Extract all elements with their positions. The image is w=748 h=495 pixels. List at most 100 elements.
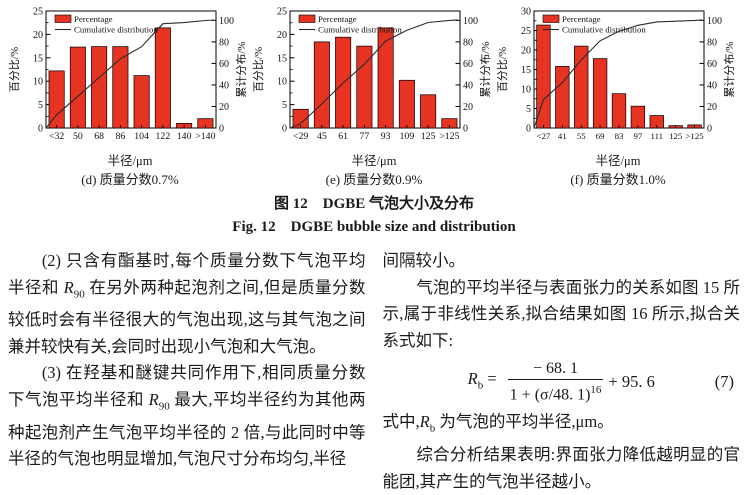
legend-percentage-label: Percentage	[74, 14, 113, 24]
paragraph-where: 式中,Rb 为气泡的平均半径,μm。	[382, 412, 614, 435]
y-left-tick-label: 15	[521, 65, 531, 76]
bar	[592, 58, 608, 129]
x-tick-label: 104	[134, 131, 149, 142]
bar	[377, 27, 394, 129]
chart-canvas: 0 5 10 15 20 25 30 0 20 40 60 80 100 <27 41 55 69 83 97 111…	[496, 7, 736, 142]
bar	[555, 66, 570, 129]
cumulative-line	[289, 19, 459, 129]
y-right-axis-title: 累计分布/%	[479, 41, 492, 97]
y-left-tick-label: 10	[277, 77, 287, 88]
paragraph-fit-intro: 气泡的平均半径与表面张力的关系如图 15 所示,属于非线性关系,拟合结果如图 1…	[382, 277, 741, 350]
equation-R-sub: b	[477, 379, 484, 392]
y-right-axis-title: 累计分布/%	[235, 41, 248, 97]
x-axis-title: 半径/μm	[595, 154, 641, 168]
figure-12-charts: 0 5 10 15 20 25 0 20 40 60 80 100 <32 50 68 86 104 122 140…	[0, 0, 748, 188]
x-tick-label: 86	[115, 131, 125, 142]
legend-percentage-label: Percentage	[318, 14, 357, 24]
text-column-right: 间隔较小。 气泡的平均半径与表面张力的关系如图 15 所示,属于非线性关系,拟合…	[383, 248, 741, 495]
bar	[48, 70, 65, 129]
y-right-tick-label: 80	[463, 37, 473, 48]
x-tick-label: 111	[651, 131, 664, 141]
chart-d-mass-fraction-0.7: 0 5 10 15 20 25 0 20 40 60 80 100 <32 50 68 86 104 122 140…	[8, 4, 252, 188]
bar	[91, 46, 108, 129]
bar	[133, 75, 150, 129]
chart-f-mass-fraction-1.0: 0 5 10 15 20 25 30 0 20 40 60 80 100 <27 41 55 69 83 97 111…	[496, 4, 740, 188]
equation-tail: + 95. 6	[608, 371, 655, 391]
equation-exponent: 16	[590, 384, 602, 396]
bar	[154, 27, 171, 129]
x-tick-label: <29	[293, 131, 308, 142]
y-right-tick-label: 80	[707, 37, 717, 48]
x-tick-label: <32	[49, 131, 64, 142]
y-left-tick-label: 0	[282, 124, 287, 135]
y-right-tick-label: 100	[219, 16, 234, 27]
bars	[292, 27, 458, 129]
y-left-tick-label: 20	[277, 30, 287, 41]
x-tick-label: 125	[421, 131, 436, 142]
cumulative-line	[533, 19, 703, 129]
equation-R: R	[467, 368, 478, 388]
legend-bar-swatch	[542, 14, 560, 23]
x-axis-title: 半径/μm	[351, 154, 397, 168]
y-left-tick-label: 0	[38, 124, 43, 135]
paragraph-2: (2) 只含有酯基时,每个质量分数下气泡平均半径和 R90 在另外两种起泡剂之间…	[8, 251, 366, 356]
legend-bar-swatch	[54, 14, 72, 23]
x-tick-label: 109	[400, 131, 415, 142]
y-right-tick-label: 20	[707, 102, 717, 113]
bar	[574, 45, 589, 129]
x-tick-label: >125	[439, 131, 459, 142]
x-tick-label: 93	[381, 131, 391, 142]
bar	[398, 79, 415, 129]
x-tick-label: 77	[359, 131, 369, 142]
legend-bar-swatch	[298, 14, 316, 23]
equation-7: Rb = − 68. 1 1 + (σ/48. 1)16 + 95. 6 (7)	[383, 359, 741, 405]
equation-den-text: 1 + (σ/48. 1)	[509, 386, 591, 404]
y-right-tick-label: 40	[219, 80, 229, 91]
x-tick-label: 45	[317, 131, 327, 142]
equation-equals: =	[487, 368, 497, 388]
y-right-tick-label: 100	[707, 16, 722, 27]
y-right-tick-label: 40	[463, 80, 473, 91]
y-left-tick-label: 25	[33, 7, 43, 18]
figure-caption-zh: 图 12 DGBE 气泡大小及分布	[273, 196, 474, 212]
y-left-axis-title: 百分比/%	[496, 47, 509, 92]
cumulative-line	[45, 19, 215, 129]
y-left-tick-label: 25	[277, 7, 287, 18]
paragraph-continuation: 间隔较小。	[382, 251, 466, 270]
chart-caption: (f) 质量分数1.0%	[570, 172, 666, 187]
bar	[420, 94, 437, 129]
legend-cumulative-label: Cumulative distribution	[74, 25, 158, 35]
x-tick-label: 55	[577, 131, 586, 141]
x-tick-label: 125	[669, 131, 683, 141]
equation-number: (7)	[714, 371, 734, 391]
y-left-tick-label: 15	[277, 53, 287, 64]
y-right-tick-label: 60	[219, 59, 229, 70]
x-tick-label: 140	[177, 131, 192, 142]
bar	[313, 41, 330, 129]
equation-fraction: − 68. 1 1 + (σ/48. 1)16	[507, 359, 604, 405]
y-left-tick-label: 30	[521, 7, 531, 18]
x-tick-label: 50	[73, 131, 83, 142]
y-left-tick-label: 5	[38, 100, 43, 111]
bar	[611, 93, 627, 129]
x-tick-label: 97	[633, 131, 642, 141]
x-axis-title: 半径/μm	[107, 154, 153, 168]
legend-cumulative-label: Cumulative distribution	[318, 25, 402, 35]
equation-denominator: 1 + (σ/48. 1)16	[508, 380, 604, 405]
bar	[630, 105, 646, 129]
x-tick-label: <27	[537, 131, 551, 141]
chart-canvas: 0 5 10 15 20 25 0 20 40 60 80 100 <29 45 61 77 93 109 125 >…	[252, 7, 492, 143]
y-left-tick-label: 10	[521, 85, 531, 96]
y-right-tick-label: 80	[219, 37, 229, 48]
text-column-left: (2) 只含有酯基时,每个质量分数下气泡平均半径和 R90 在另外两种起泡剂之间…	[8, 248, 366, 495]
paragraph-conclusion: 综合分析结果表明:界面张力降低越明显的官能团,其产生的气泡半径越小。	[382, 445, 741, 491]
chart-caption: (e) 质量分数0.9%	[325, 172, 423, 187]
y-left-tick-label: 20	[521, 46, 531, 57]
y-right-tick-label: 60	[707, 59, 717, 70]
bar	[69, 46, 86, 129]
y-right-tick-label: 0	[219, 124, 224, 135]
legend-cumulative-label: Cumulative distribution	[562, 25, 646, 35]
y-left-tick-label: 0	[526, 124, 531, 135]
figure-caption-en: Fig. 12 DGBE bubble size and distributio…	[232, 219, 516, 235]
